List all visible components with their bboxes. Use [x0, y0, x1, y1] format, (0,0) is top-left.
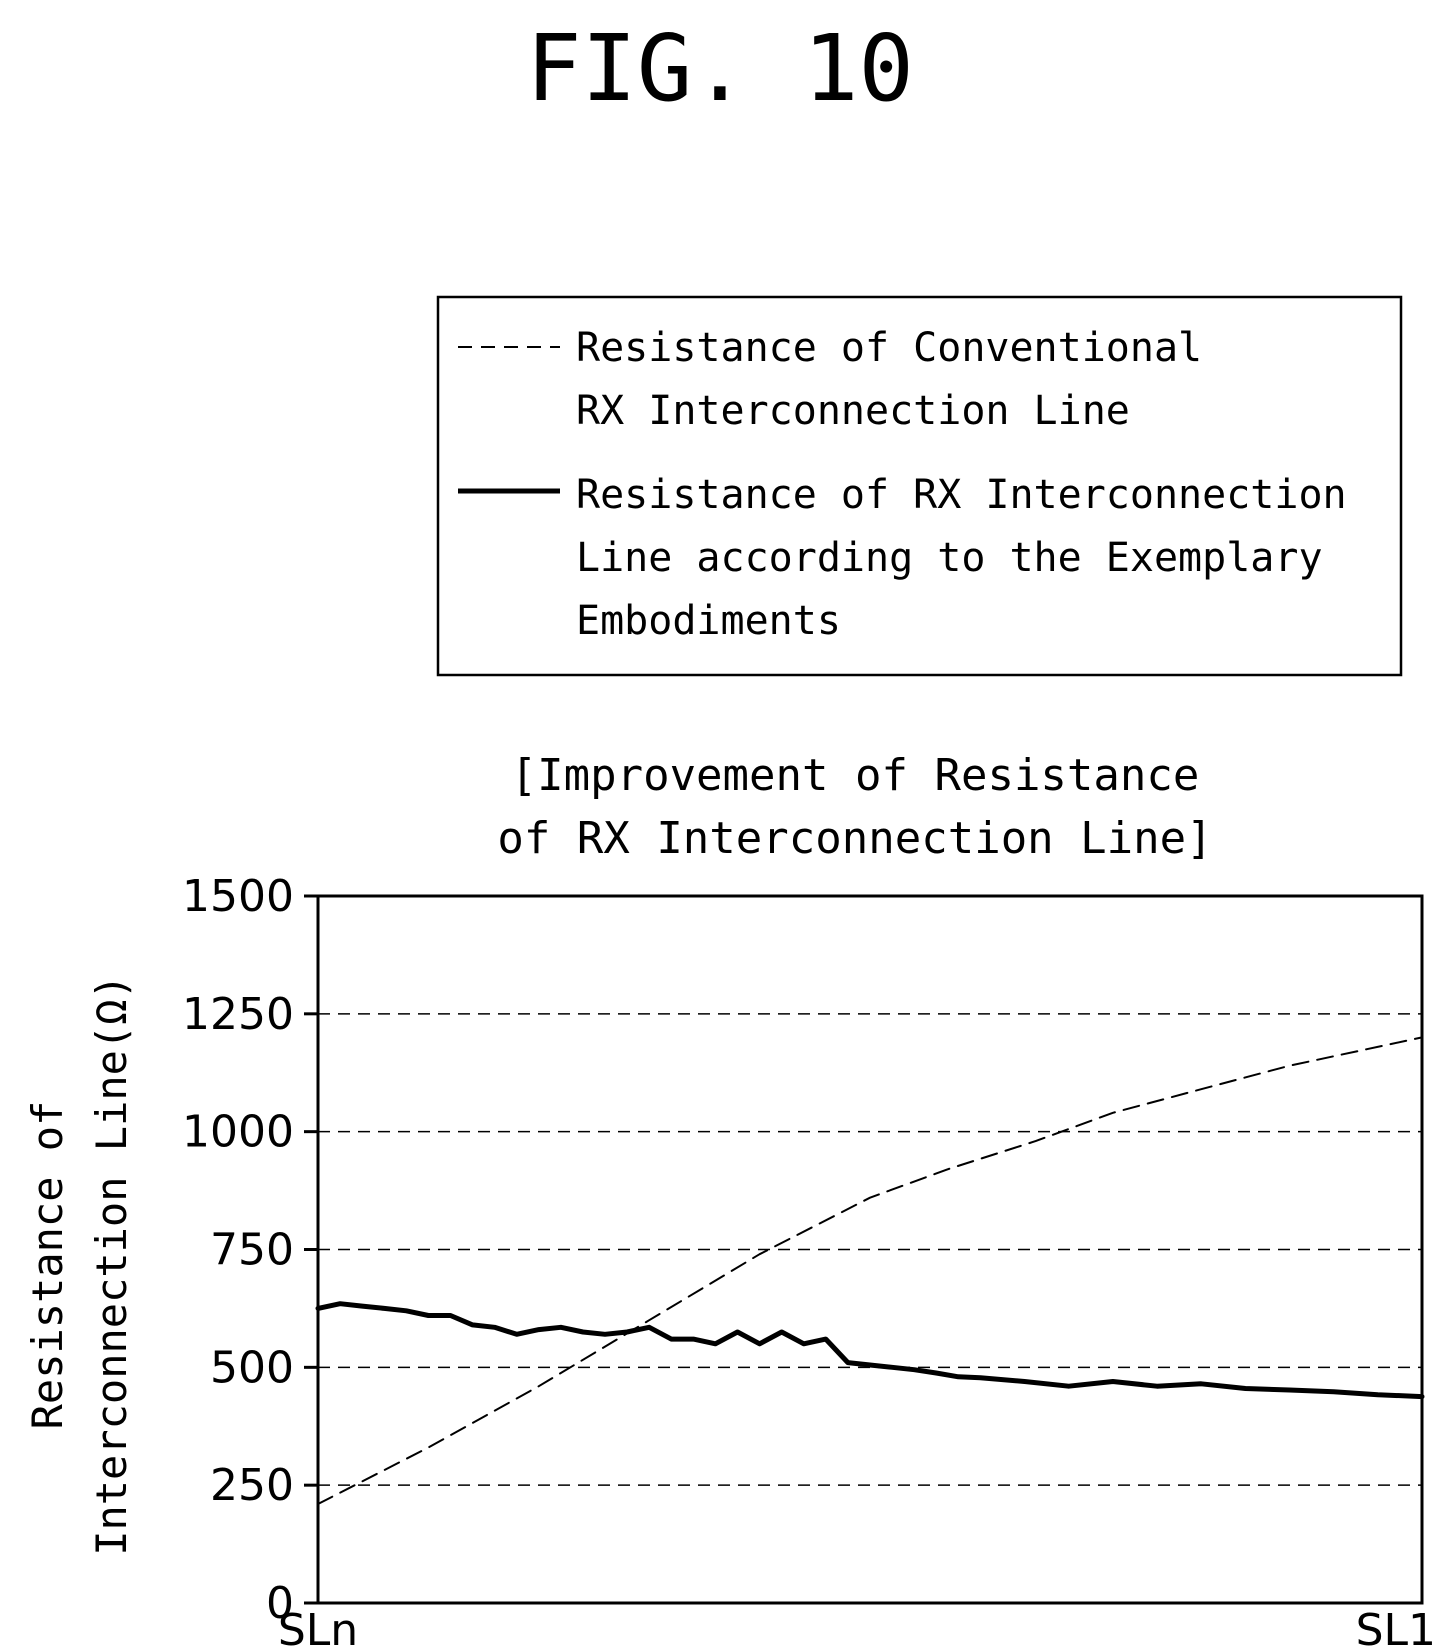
- y-tick-label-750: 750: [210, 1225, 294, 1276]
- y-tick-label-1000: 1000: [182, 1107, 294, 1158]
- legend-entry-2-line-2: Line according to the Exemplary: [576, 535, 1323, 581]
- y-axis-label: Resistance of Interconnection Line(Ω): [23, 974, 136, 1556]
- chart-title-line-2: of RX Interconnection Line]: [497, 813, 1212, 864]
- legend: Resistance of Conventional RX Interconne…: [436, 295, 1403, 677]
- x-tick-label-start: SLn: [278, 1605, 358, 1651]
- y-tick-label-250: 250: [210, 1460, 294, 1511]
- x-axis-ticks: SLn SL1: [278, 1605, 1436, 1651]
- y-tick-label-0: 0: [266, 1578, 294, 1629]
- chart-title-line-1: [Improvement of Resistance: [511, 750, 1200, 801]
- x-tick-label-end: SL1: [1356, 1605, 1436, 1651]
- legend-entry-2-line-1: Resistance of RX Interconnection: [576, 472, 1347, 518]
- legend-entry-2-line-3: Embodiments: [576, 598, 841, 644]
- y-tick-label-1250: 1250: [182, 989, 294, 1040]
- legend-entry-1-line-2: RX Interconnection Line: [576, 388, 1130, 434]
- y-tick-label-1500: 1500: [182, 871, 294, 922]
- legend-entry-1-line-1: Resistance of Conventional: [576, 325, 1202, 371]
- exemplary-resistance-line: [315, 1301, 1425, 1400]
- conventional-resistance-line: [317, 1036, 1423, 1505]
- figure-label: FIG. 10: [526, 15, 914, 122]
- series-lines: [315, 1036, 1425, 1505]
- y-axis-label-line-1: Resistance of: [23, 1101, 72, 1430]
- y-tick-label-500: 500: [210, 1342, 294, 1393]
- legend-box: [436, 295, 1403, 677]
- y-axis-ticks: 0 250 500 750 1000 1250 1500: [182, 871, 318, 1629]
- y-axis-label-line-2: Interconnection Line(Ω): [87, 974, 136, 1556]
- gridlines: [318, 1013, 1422, 1486]
